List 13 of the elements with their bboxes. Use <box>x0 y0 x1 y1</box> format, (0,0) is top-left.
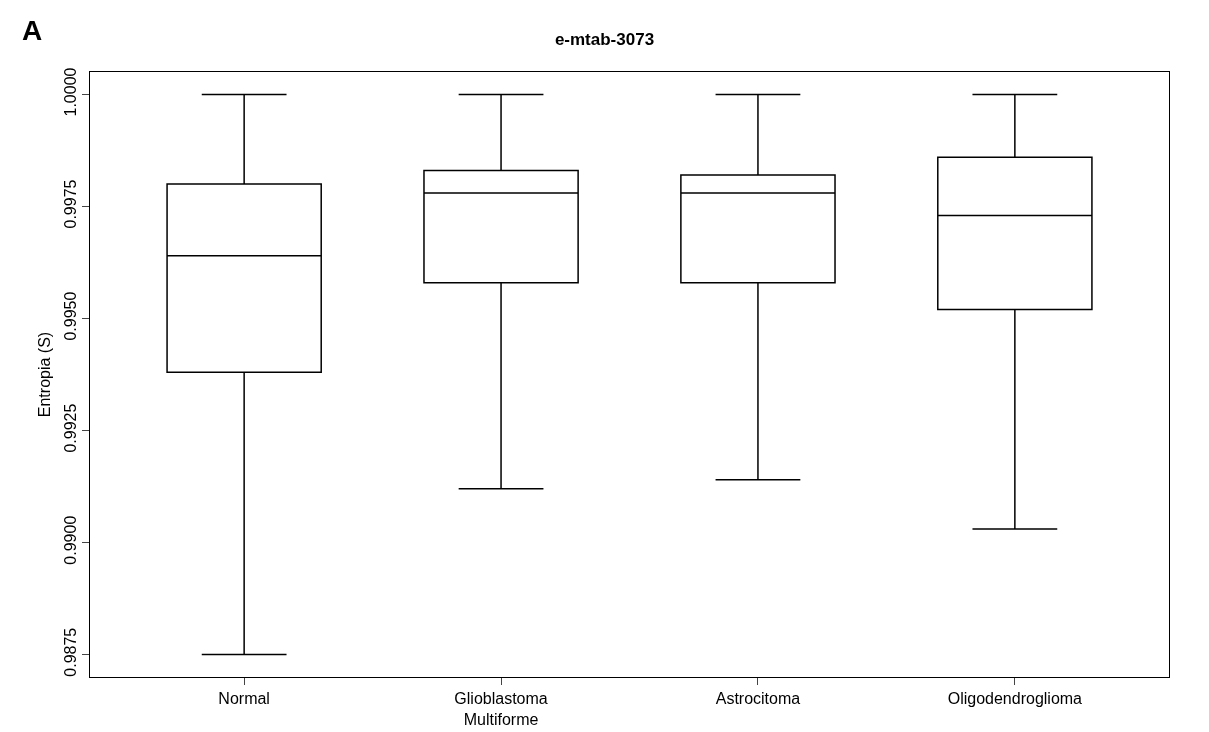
y-tick-label: 0.9950 <box>61 291 79 341</box>
y-tick-label: 0.9875 <box>61 627 79 677</box>
x-tick-label: Oligodendroglioma <box>947 690 1083 708</box>
y-tick-label: 0.9975 <box>61 179 79 229</box>
y-tick-label: 1.0000 <box>61 67 79 117</box>
y-axis-title: Entropia (S) <box>36 331 54 418</box>
text: A <box>22 15 43 46</box>
y-tick-label: 0.9900 <box>61 515 79 565</box>
x-tick-label: Astrocitoma <box>715 690 801 708</box>
x-tick-label: Normal <box>218 690 270 708</box>
chart-title: e-mtab-3073 <box>554 29 655 49</box>
y-tick-label: 0.9925 <box>61 403 79 453</box>
x-tick-label: Glioblastoma Multiforme <box>454 690 548 728</box>
